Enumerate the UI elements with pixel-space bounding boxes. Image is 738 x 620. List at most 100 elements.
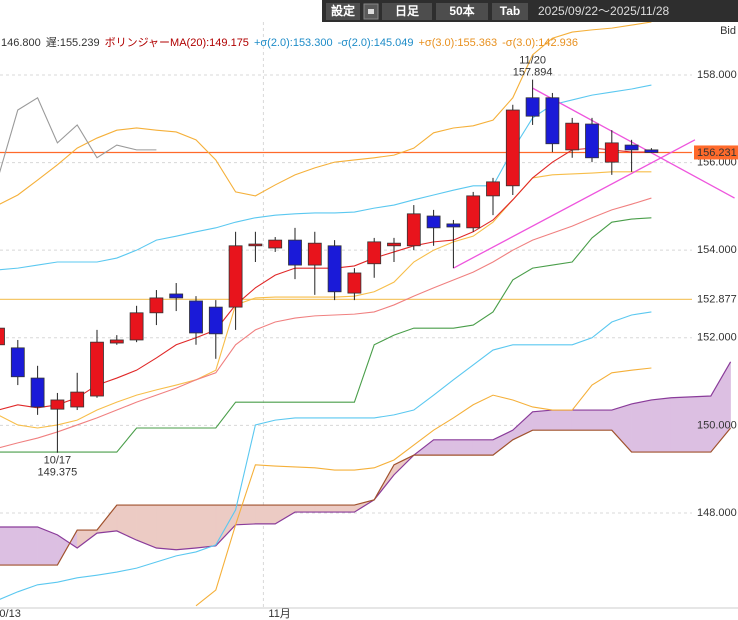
candle-body [545, 97, 560, 145]
cloud-fill [255, 504, 276, 525]
legend-item: -σ(2.0):145.049 [338, 37, 414, 49]
candle-body [644, 149, 659, 153]
candle-body [387, 242, 401, 247]
y-tick-label: 152.000 [697, 332, 737, 344]
candle-body [208, 306, 223, 335]
candle-body [129, 312, 144, 341]
cloud-fill [334, 504, 355, 513]
annotation-date: 11/20 [519, 55, 546, 67]
candle-body [248, 243, 263, 247]
candle-body [109, 339, 124, 344]
count-button[interactable] [436, 3, 488, 20]
candle-body [288, 239, 302, 266]
candle-body [486, 181, 500, 197]
date-range: 2025/09/22〜2025/11/28 [538, 4, 670, 18]
candle-body [406, 213, 421, 247]
tab-label[interactable]: Tab [500, 4, 520, 18]
legend-item: +σ(3.0):155.363 [418, 37, 497, 49]
cloud-fill [453, 439, 474, 456]
cloud-span-a [0, 361, 732, 551]
toolbar: 設定 日足 50本 Tab 2025/09/22〜2025/11/28 [322, 0, 738, 22]
legend-item: 遅:155.239 [46, 36, 100, 49]
candle-body [90, 341, 104, 397]
cloud-fill [195, 504, 217, 549]
cloud-fill [532, 409, 553, 431]
candle-body [525, 97, 540, 117]
candle-body [50, 399, 65, 410]
indicator-line [0, 311, 652, 600]
y-tick-label: 150.000 [697, 419, 737, 431]
legend-item: -σ(3.0):142.936 [502, 37, 578, 49]
candle-body [149, 297, 164, 314]
indicator-line [0, 22, 652, 205]
tab-button[interactable] [492, 3, 528, 20]
candle-body [367, 241, 382, 265]
price-line-label: 152.877 [697, 293, 737, 305]
trend-line [453, 139, 696, 269]
cloud-fill [156, 504, 177, 551]
candle-body [0, 327, 5, 346]
price-tag [694, 145, 738, 160]
period-button[interactable] [382, 3, 432, 20]
candle-body [10, 347, 25, 378]
cloud-fill [591, 409, 613, 431]
settings-button[interactable] [326, 3, 360, 20]
price-tag-label: 156.231 [697, 147, 737, 159]
period-label[interactable]: 日足 [395, 4, 419, 18]
candle-body [70, 391, 85, 408]
x-tick-label: 25/10/13 [0, 608, 21, 620]
cloud-fill [651, 397, 672, 453]
indicator-line [0, 84, 652, 271]
bid-label: Bid [720, 25, 736, 37]
indicator-line [0, 96, 157, 174]
candle-body [327, 245, 342, 293]
indicator-line [0, 197, 652, 449]
annotation-value: 149.375 [38, 467, 78, 479]
count-label[interactable]: 50本 [449, 3, 474, 18]
candle-body [189, 300, 203, 334]
dropdown-icon [368, 9, 374, 14]
y-tick-label: 156.000 [697, 156, 737, 168]
indicator-line [0, 217, 652, 453]
x-tick-label: 11月 [268, 608, 290, 620]
candle-body [446, 223, 461, 228]
cloud-span-b [0, 427, 732, 566]
indicator-line [0, 147, 652, 411]
candle-body [505, 109, 520, 187]
legend-item: ボリンジャーMA(20):149.175 [105, 36, 249, 49]
candle-body [604, 142, 619, 163]
cloud-fill [631, 399, 652, 453]
candle-body [466, 195, 481, 229]
cloud-fill [670, 396, 692, 453]
candle-body [347, 272, 362, 294]
annotation-date: 10/17 [44, 455, 72, 467]
settings-label[interactable]: 設定 [331, 3, 355, 18]
cloud-fill [17, 526, 38, 566]
labels: 148.000 150.000 152.000 154.000 156.000 158.0… [0, 55, 738, 620]
indicator-line [195, 367, 652, 607]
candle-body [565, 122, 580, 151]
cloud-fill [0, 526, 19, 566]
cloud-fill [552, 409, 573, 431]
legend-item: 146.800 [1, 37, 41, 49]
candle-body [426, 215, 441, 229]
header-legend: 146.800 遅:155.239 ボリンジャーMA(20):149.175 +σ(2… [1, 36, 578, 49]
candle-body [624, 144, 639, 151]
candle-body [169, 293, 184, 299]
indicator-line [0, 171, 652, 429]
cloud-fill [314, 504, 335, 513]
candle-body [307, 242, 322, 266]
cloud-fill [472, 439, 494, 456]
legend-item: +σ(2.0):153.300 [254, 37, 333, 49]
candle-body [268, 239, 283, 249]
candle-body [228, 245, 243, 308]
cloud-fill [294, 504, 316, 513]
cloud-fill [571, 409, 593, 431]
y-tick-label: 158.000 [697, 69, 737, 81]
plot-area [0, 22, 735, 608]
candle-body [585, 123, 599, 159]
y-tick-label: 154.000 [697, 244, 737, 256]
cloud-fill [433, 439, 454, 456]
